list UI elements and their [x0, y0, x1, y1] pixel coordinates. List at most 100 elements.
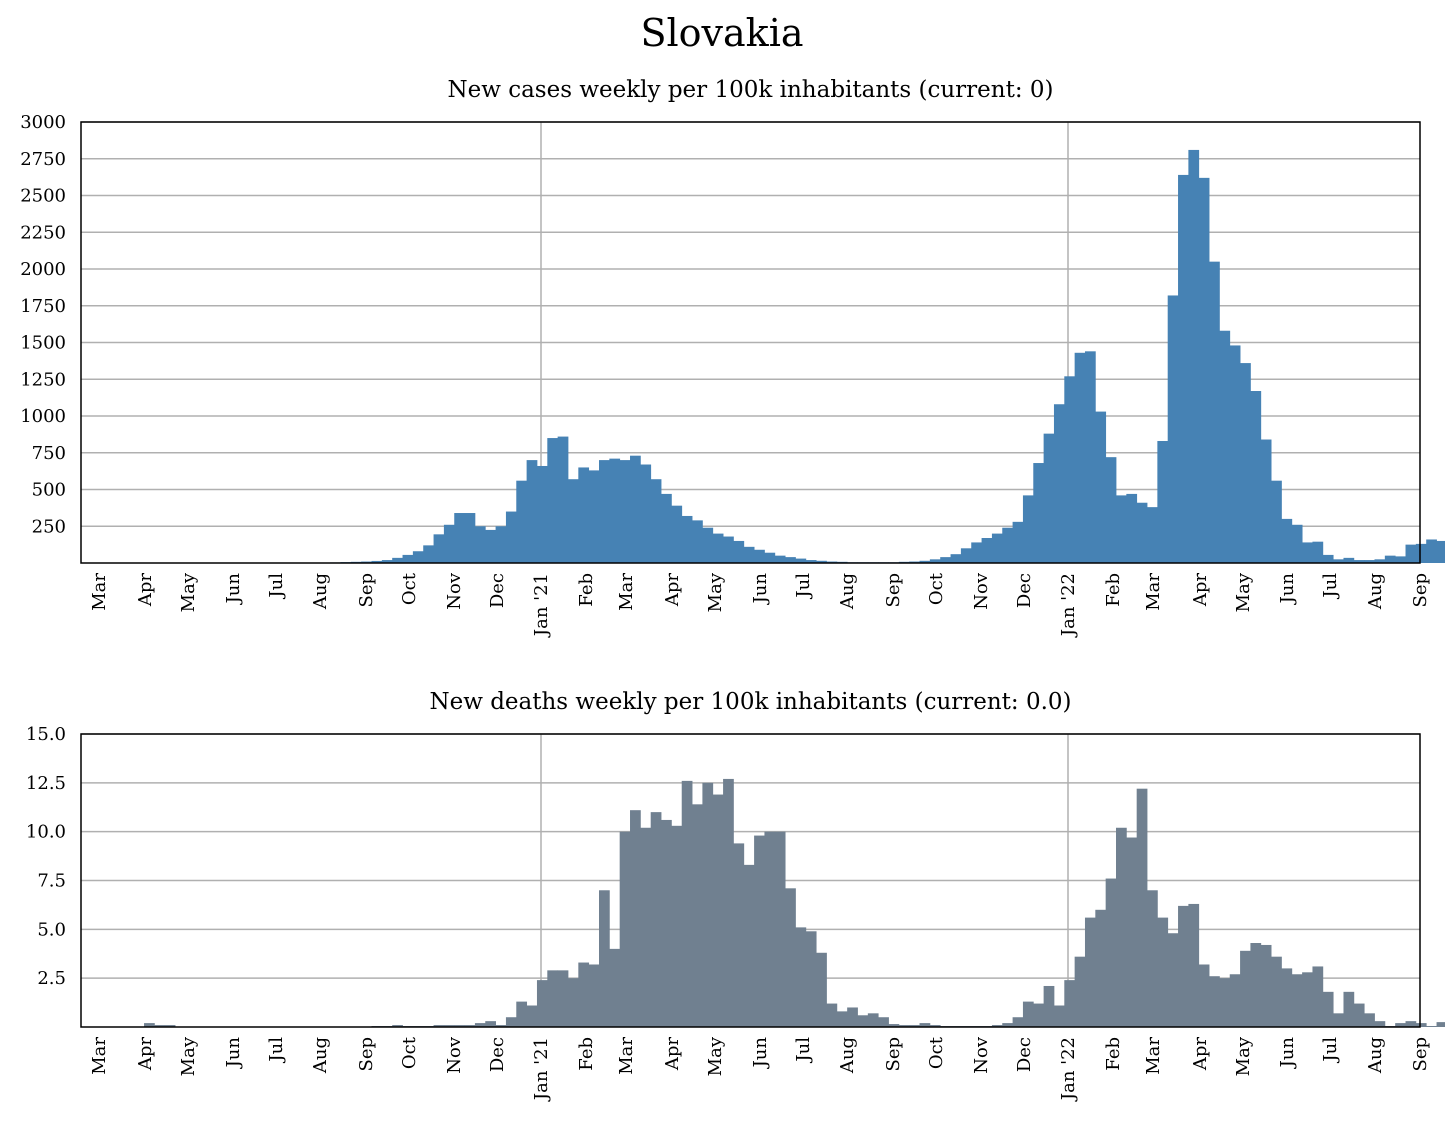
bar: [960, 548, 972, 563]
x-tick-label: Nov: [444, 572, 465, 610]
bar: [723, 778, 734, 1027]
bar: [1178, 905, 1189, 1027]
bar: [1240, 950, 1251, 1027]
bar: [505, 1017, 517, 1027]
bar: [826, 1003, 838, 1027]
bar: [867, 1013, 879, 1027]
bar: [1022, 1001, 1034, 1027]
bar: [1260, 439, 1272, 563]
bar: [1188, 903, 1200, 1027]
bar: [1229, 974, 1241, 1027]
bar: [1178, 174, 1189, 564]
bar: [567, 479, 579, 563]
bar: [495, 526, 507, 563]
bar: [712, 794, 724, 1027]
bar: [1022, 495, 1034, 563]
bar: [1064, 980, 1076, 1027]
y-tick-label: 15.0: [26, 724, 66, 745]
x-tick-label: May: [178, 1036, 199, 1076]
bar: [1291, 974, 1303, 1027]
bar: [495, 1025, 507, 1027]
bar: [847, 1007, 858, 1027]
bar: [754, 549, 765, 563]
bar: [1033, 1003, 1045, 1027]
bar: [785, 557, 796, 563]
bar: [805, 560, 817, 563]
bar: [1198, 964, 1210, 1027]
x-tick-label: Jan '22: [1058, 1037, 1079, 1102]
x-tick-label: Jun: [750, 573, 771, 606]
bar: [464, 1025, 476, 1027]
bar: [1064, 376, 1076, 563]
x-tick-label: Sep: [883, 1037, 904, 1072]
x-tick-label: Aug: [837, 1037, 858, 1074]
bar: [1333, 559, 1344, 563]
bar: [1095, 411, 1107, 563]
bar: [1395, 556, 1406, 563]
bar: [1147, 507, 1158, 563]
bar: [971, 542, 982, 563]
bar: [557, 436, 569, 563]
bar: [743, 864, 755, 1027]
x-tick-label: Jul: [1320, 1037, 1341, 1064]
bar: [526, 1005, 538, 1027]
x-tick-label: Jul: [793, 573, 814, 600]
y-tick-label: 500: [32, 480, 66, 501]
bar: [433, 1025, 445, 1027]
bar: [764, 552, 776, 563]
bar: [1209, 261, 1220, 563]
x-tick-label: Sep: [883, 573, 904, 608]
bar: [423, 545, 434, 563]
y-tick-label: 10.0: [26, 822, 66, 843]
y-tick-label: 3000: [20, 112, 66, 133]
bar: [1364, 1013, 1375, 1027]
bar: [164, 1025, 176, 1027]
x-tick-label: Apr: [1190, 573, 1211, 608]
x-tick-label: Apr: [1190, 1037, 1211, 1072]
bar: [1343, 557, 1355, 563]
bar: [1312, 966, 1324, 1027]
bar: [671, 825, 683, 1027]
x-tick-label: Apr: [662, 1037, 683, 1072]
bar: [929, 1025, 941, 1027]
x-tick-label: Jun: [750, 1037, 771, 1070]
bar: [640, 827, 652, 1027]
y-tick-label: 750: [32, 443, 66, 464]
bar: [474, 526, 486, 563]
bar: [1426, 1026, 1437, 1027]
bar: [1188, 149, 1200, 563]
bar: [1053, 1005, 1065, 1027]
bar: [774, 555, 786, 563]
bar: [898, 1025, 910, 1027]
bar: [547, 970, 559, 1027]
bar: [743, 546, 755, 563]
bar: [609, 458, 621, 563]
bar: [1415, 1023, 1427, 1027]
x-tick-label: Nov: [444, 1036, 465, 1074]
x-tick-label: Apr: [662, 573, 683, 608]
bar: [443, 1025, 455, 1027]
bar: [1136, 502, 1148, 563]
bar: [702, 782, 714, 1027]
x-tick-label: Sep: [356, 573, 377, 608]
bar: [661, 493, 672, 563]
x-tick-label: Oct: [926, 572, 947, 605]
y-tick-label: 1750: [20, 296, 66, 317]
bar: [609, 948, 621, 1027]
bar: [1322, 554, 1334, 563]
x-tick-label: Dec: [1014, 1037, 1035, 1072]
bar: [599, 460, 610, 563]
bar: [671, 505, 683, 563]
bar: [816, 560, 827, 563]
x-tick-label: Oct: [399, 1036, 420, 1069]
x-tick-label: Jan '21: [531, 573, 552, 638]
bar: [578, 962, 590, 1027]
x-tick-label: Jun: [1277, 573, 1298, 606]
x-tick-label: Mar: [616, 1037, 637, 1075]
x-tick-label: Feb: [576, 1037, 597, 1071]
y-tick-label: 2.5: [37, 968, 66, 989]
bar: [154, 1025, 166, 1027]
bar: [754, 835, 765, 1027]
x-tick-label: Oct: [399, 572, 420, 605]
bar: [1260, 944, 1272, 1027]
